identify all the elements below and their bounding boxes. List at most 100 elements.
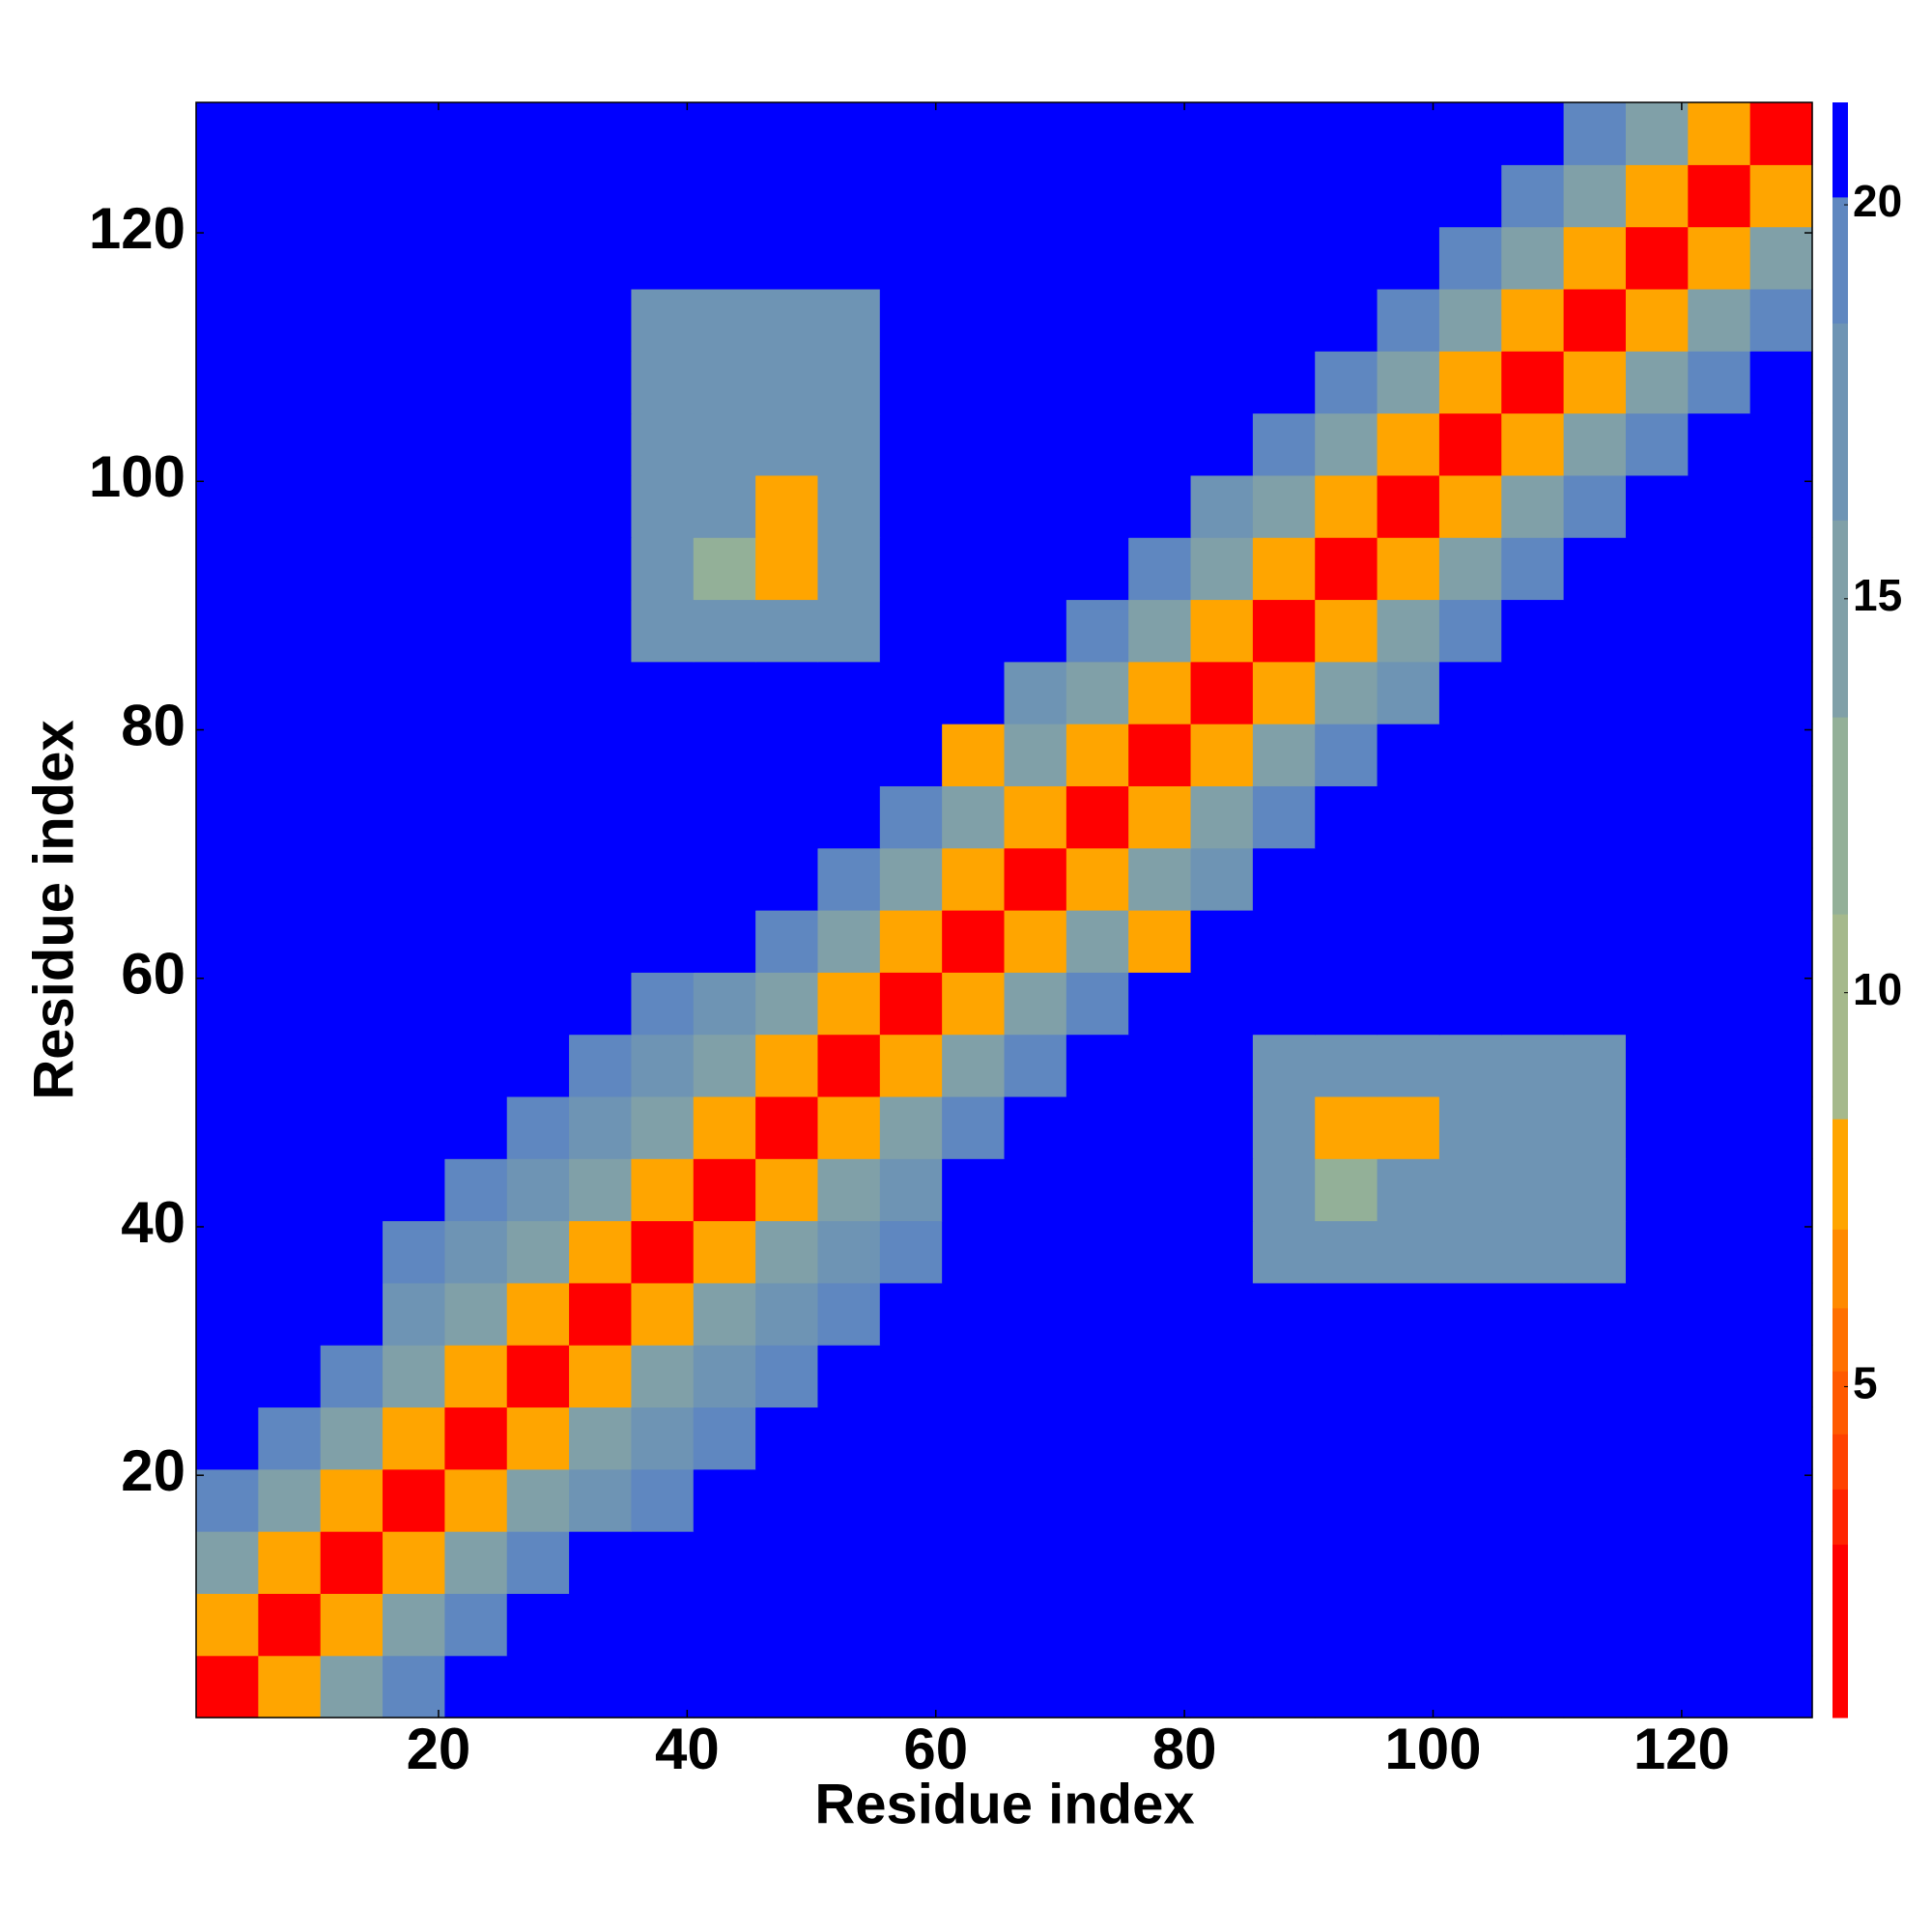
heat-cell — [942, 537, 1006, 601]
heat-cell — [1315, 1158, 1378, 1222]
y-tick-label: 40 — [121, 1190, 185, 1255]
heat-cell — [383, 1282, 445, 1346]
heat-cell — [196, 1531, 259, 1594]
heat-cell — [258, 1406, 322, 1470]
heat-cell — [1625, 1531, 1689, 1594]
heat-cell — [879, 412, 943, 476]
heat-cell — [631, 1282, 695, 1346]
heat-cell — [383, 1220, 445, 1284]
heat-cell — [383, 226, 445, 290]
heat-cell — [1438, 847, 1502, 911]
colorbar-band — [1833, 196, 1848, 324]
heat-cell — [444, 847, 508, 911]
heat-cell — [755, 288, 819, 352]
heat-cell — [1252, 1468, 1316, 1532]
heat-cell — [1252, 1220, 1316, 1284]
heat-cell — [320, 288, 384, 352]
heat-cell — [196, 226, 259, 290]
heat-cell — [879, 1531, 943, 1594]
heat-cell — [196, 1655, 259, 1719]
heat-cell — [258, 1468, 322, 1532]
heat-cell — [631, 724, 695, 786]
heat-cell — [1563, 226, 1627, 290]
heat-cell — [1438, 1158, 1502, 1222]
heat-cell — [320, 785, 384, 849]
heat-cell — [631, 599, 695, 663]
heat-cell — [1004, 972, 1067, 1036]
heat-cell — [1438, 164, 1502, 228]
heat-cell — [1688, 537, 1751, 601]
heat-cell — [1438, 661, 1502, 724]
heat-cell — [569, 599, 633, 663]
heat-cell — [196, 412, 259, 476]
heat-cell — [1501, 910, 1565, 973]
heat-cell — [1004, 1345, 1067, 1408]
heat-cell — [1004, 164, 1067, 228]
heat-cell — [1563, 102, 1627, 165]
heat-cell — [1128, 537, 1192, 601]
heat-cell — [1625, 288, 1689, 352]
heat-cell — [631, 1345, 695, 1408]
heat-cell — [1065, 226, 1129, 290]
heat-cell — [879, 785, 943, 849]
heat-cell — [196, 1345, 259, 1408]
heat-cell — [506, 474, 570, 538]
y-tick-label: 80 — [121, 693, 185, 757]
heat-cell — [1377, 847, 1440, 911]
heat-cell — [1190, 785, 1254, 849]
heat-cell — [1563, 1282, 1627, 1346]
heat-cell — [1004, 599, 1067, 663]
heat-cell — [320, 412, 384, 476]
heat-cell — [631, 972, 695, 1036]
heat-cell — [320, 474, 384, 538]
heat-cell — [1190, 724, 1254, 786]
heat-cell — [1065, 972, 1129, 1036]
heat-cell — [1315, 972, 1378, 1036]
heat-cell — [693, 351, 756, 414]
heat-cell — [569, 1158, 633, 1222]
heat-cell — [942, 1220, 1006, 1284]
colorbar-band — [1833, 102, 1848, 198]
heat-cell — [569, 1345, 633, 1408]
heat-cell — [942, 599, 1006, 663]
heat-cell — [1501, 537, 1565, 601]
heat-cell — [383, 474, 445, 538]
heat-cell — [196, 1406, 259, 1470]
heat-cell — [1128, 1034, 1192, 1097]
heat-cell — [1190, 1468, 1254, 1532]
heat-cell — [1128, 226, 1192, 290]
heat-cell — [1065, 724, 1129, 786]
heat-cell — [1065, 1158, 1129, 1222]
heat-cell — [1065, 599, 1129, 663]
heat-cell — [1438, 1220, 1502, 1284]
heat-cell — [1688, 102, 1751, 165]
heat-cell — [1377, 785, 1440, 849]
heat-cell — [1252, 474, 1316, 538]
heat-cell — [1252, 1095, 1316, 1159]
heat-cell — [693, 1531, 756, 1594]
heat-cell — [1501, 226, 1565, 290]
heat-cell — [444, 1406, 508, 1470]
heat-cell — [1128, 1655, 1192, 1719]
heat-cell — [817, 1158, 881, 1222]
heat-cell — [1252, 599, 1316, 663]
heat-cell — [258, 288, 322, 352]
heat-cell — [196, 102, 259, 165]
y-tick-label: 60 — [121, 942, 185, 1007]
heat-cell — [1004, 847, 1067, 911]
heat-cell — [755, 1220, 819, 1284]
heat-cell — [1563, 1158, 1627, 1222]
heat-cell — [383, 910, 445, 973]
x-tick-label: 100 — [1384, 1717, 1481, 1781]
heat-cell — [1625, 164, 1689, 228]
heat-cell — [1438, 1593, 1502, 1657]
heat-cell — [1501, 1593, 1565, 1657]
heat-cell — [1749, 474, 1813, 538]
heat-cell — [1688, 910, 1751, 973]
heat-cell — [1688, 972, 1751, 1036]
heat-cell — [506, 1593, 570, 1657]
heat-cell — [1190, 1531, 1254, 1594]
heat-cell — [1749, 1034, 1813, 1097]
heat-cell — [1190, 1345, 1254, 1408]
heat-cell — [1004, 474, 1067, 538]
